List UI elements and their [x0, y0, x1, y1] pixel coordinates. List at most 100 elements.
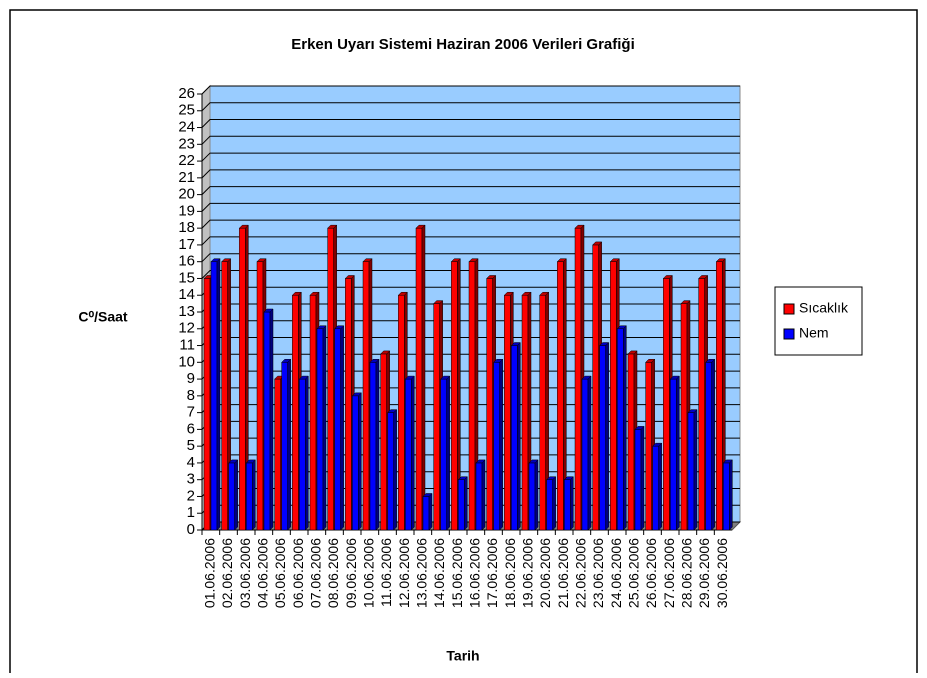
- bar-side: [393, 409, 397, 531]
- legend-swatch: [783, 303, 795, 315]
- bar-front: [334, 328, 341, 531]
- bar-front: [246, 462, 253, 531]
- grid-line: [201, 236, 740, 246]
- x-tick-label: 17.06.2006: [484, 538, 500, 608]
- bar-front: [316, 328, 324, 531]
- y-tick-label: 19: [178, 202, 195, 219]
- x-tick-label: 11.06.2006: [378, 538, 394, 607]
- bar-front: [327, 227, 334, 531]
- bar: [281, 358, 292, 531]
- bar-top: [546, 476, 557, 480]
- y-tick-label: 14: [178, 286, 195, 303]
- legend-swatch: [783, 328, 795, 340]
- bar-front: [387, 412, 394, 531]
- bar-top: [228, 459, 239, 464]
- bar-front: [645, 362, 652, 531]
- bar-top: [440, 375, 451, 380]
- bar-front: [539, 294, 546, 531]
- bar: [387, 409, 398, 531]
- bar-top: [539, 291, 550, 296]
- bar-top: [309, 291, 320, 296]
- bar-side: [658, 442, 662, 531]
- bar-top: [457, 476, 468, 480]
- legend-box: [774, 286, 863, 356]
- x-tick-label: 05.06.2006: [272, 538, 288, 608]
- bar-top: [563, 476, 574, 480]
- x-tick-label: 25.06.2006: [626, 538, 642, 608]
- x-tick-label: 01.06.2006: [202, 538, 218, 608]
- bar-top: [422, 493, 433, 497]
- bar-top: [327, 224, 338, 229]
- bar-top: [263, 308, 274, 313]
- legend-label: Nem: [799, 325, 829, 341]
- bar-top: [627, 350, 638, 355]
- bar-side: [411, 375, 415, 531]
- bar: [687, 409, 698, 531]
- bar-front: [210, 261, 218, 531]
- bar: [263, 308, 274, 531]
- bar-top: [599, 342, 610, 346]
- bar: [245, 459, 256, 531]
- bar-side: [552, 476, 556, 531]
- bar-front: [705, 362, 712, 531]
- bar-front: [263, 311, 271, 531]
- bar-front: [698, 278, 705, 531]
- x-tick-label: 23.06.2006: [590, 538, 606, 608]
- bar-top: [521, 291, 532, 296]
- bar: [669, 375, 680, 531]
- bar: [581, 375, 592, 531]
- bar: [457, 476, 468, 531]
- bar-front: [451, 261, 458, 531]
- bar-top: [715, 258, 726, 262]
- bar-top: [210, 258, 221, 262]
- bar-front: [687, 412, 695, 531]
- bar-top: [528, 459, 539, 464]
- bar-front: [422, 496, 430, 531]
- bar-side: [446, 375, 450, 531]
- bar: [599, 341, 610, 531]
- bar-front: [352, 395, 359, 531]
- bar-side: [587, 375, 592, 531]
- bar: [440, 375, 451, 531]
- y-tick-label: 23: [178, 135, 195, 152]
- grid-line: [201, 253, 740, 263]
- bar-front: [634, 429, 642, 531]
- bar-top: [380, 350, 391, 355]
- bar-top: [369, 359, 380, 363]
- bar-front: [292, 294, 299, 531]
- bar-front: [680, 303, 688, 531]
- bar: [563, 476, 574, 531]
- bar-front: [599, 345, 606, 531]
- bar-front: [256, 261, 264, 531]
- bar-side: [305, 375, 309, 531]
- y-tick-label: 8: [187, 387, 195, 404]
- y-tick-label: 5: [187, 437, 195, 454]
- bar-top: [698, 275, 709, 279]
- bar-top: [475, 459, 486, 464]
- bar-top: [351, 392, 362, 397]
- bar-front: [528, 462, 536, 531]
- bar-front: [203, 278, 211, 531]
- x-tick-label: 06.06.2006: [290, 538, 306, 608]
- bar-front: [362, 261, 370, 531]
- y-tick-label: 16: [178, 253, 195, 270]
- bar: [369, 358, 380, 531]
- bar-side: [216, 258, 221, 531]
- x-tick-label: 20.06.2006: [537, 538, 553, 608]
- bar-side: [693, 409, 698, 531]
- x-tick-label: 07.06.2006: [308, 538, 324, 608]
- bar: [298, 375, 309, 531]
- x-tick-label: 02.06.2006: [219, 538, 235, 608]
- bar-side: [375, 358, 380, 531]
- bar-front: [369, 362, 377, 531]
- bar: [334, 325, 345, 531]
- bar-top: [362, 258, 373, 262]
- bar-top: [397, 291, 408, 296]
- bar-front: [564, 479, 571, 531]
- bar: [528, 459, 539, 531]
- grid-line: [201, 135, 740, 145]
- bar-side: [428, 492, 433, 531]
- bar-side: [358, 392, 362, 531]
- bar: [475, 459, 486, 531]
